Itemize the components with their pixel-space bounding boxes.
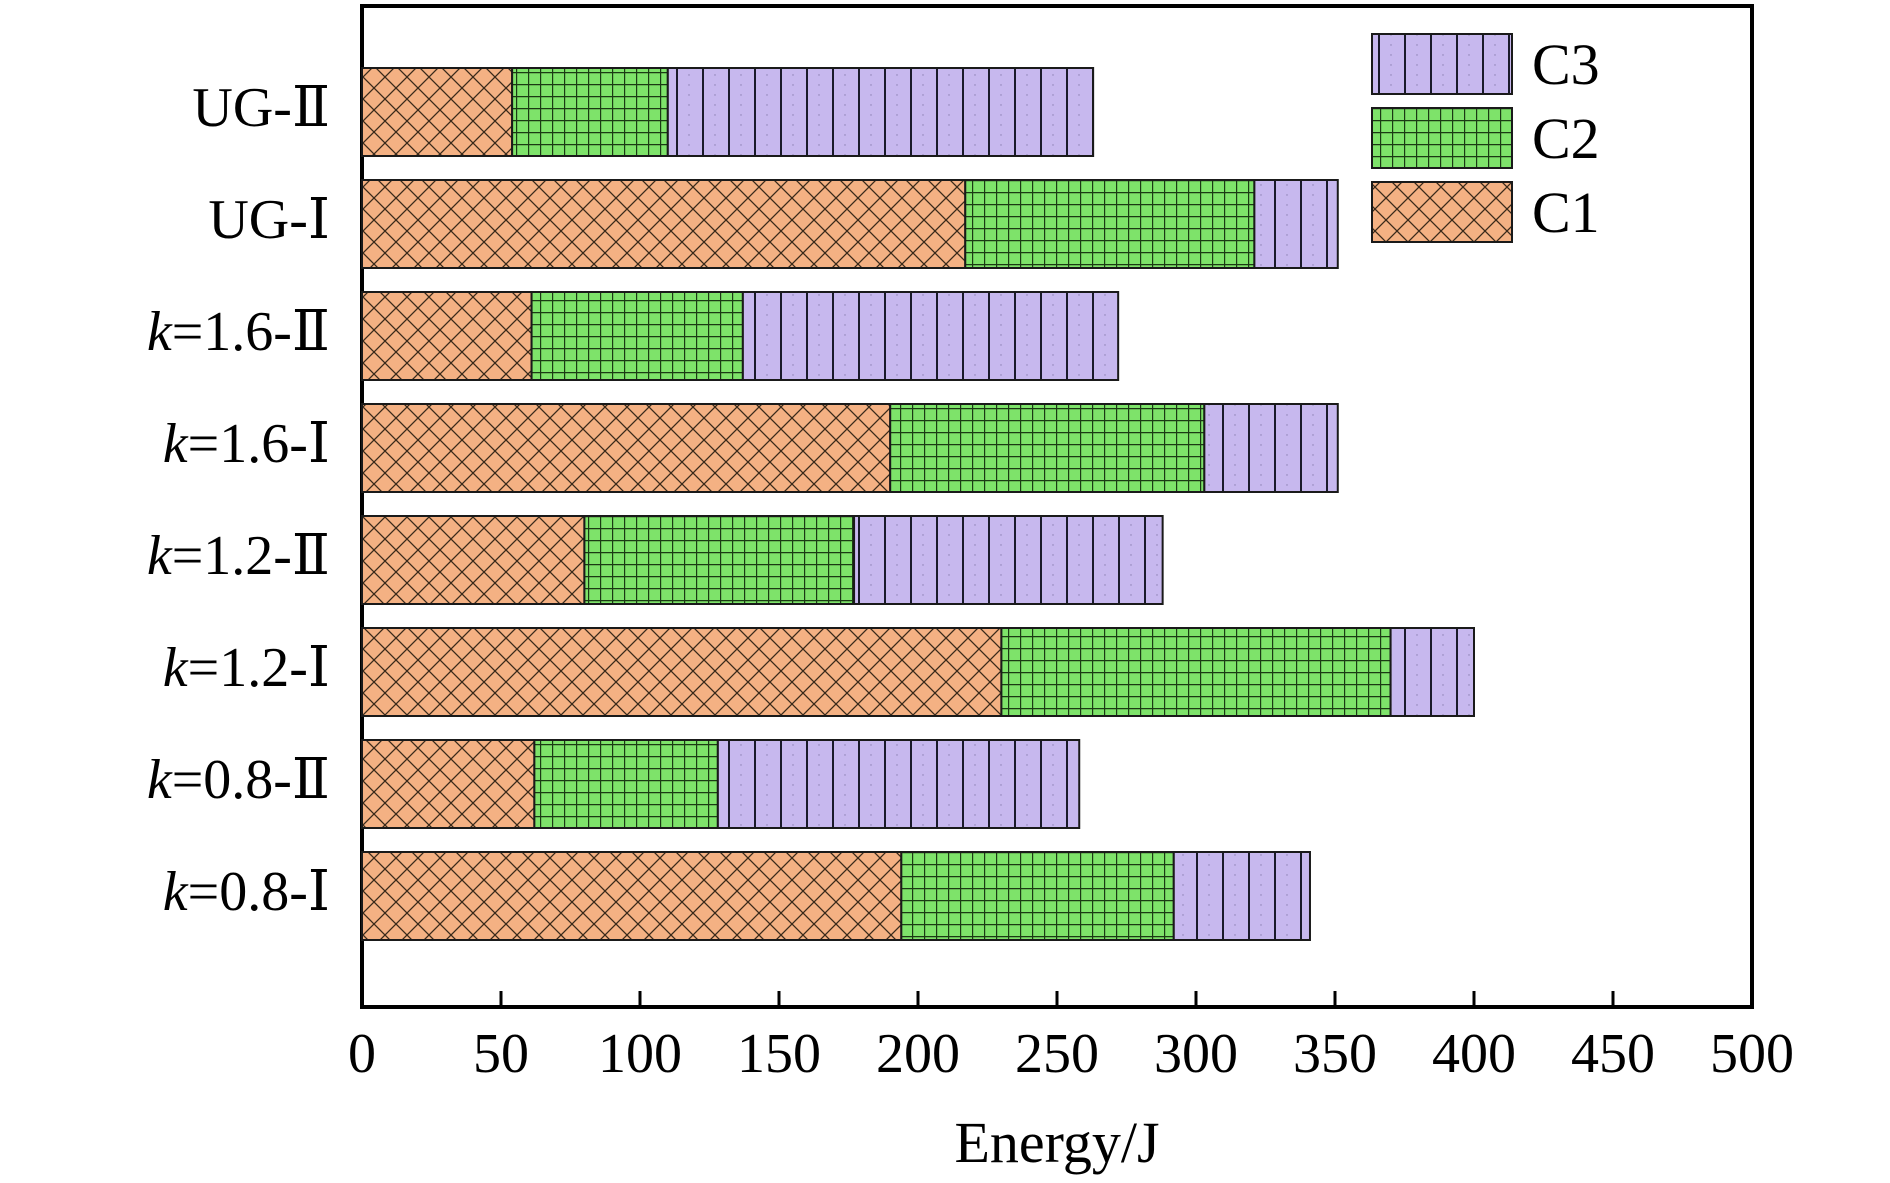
bar-segment-c2-5 (583, 515, 856, 605)
x-tick-label: 200 (876, 1023, 960, 1085)
x-axis-title: Energy/J (954, 1110, 1159, 1175)
legend-swatch-c2 (1371, 107, 1513, 169)
bar-segment-c1-1 (361, 67, 514, 157)
category-label: k=1.2-Ⅱ (147, 525, 330, 587)
bar-segment-c3-6 (1389, 627, 1475, 717)
x-tick-label: 300 (1154, 1023, 1238, 1085)
category-label: UG-Ⅱ (192, 77, 330, 139)
bar-segment-c3-4 (1203, 403, 1339, 493)
bar-segment-c1-4 (361, 403, 892, 493)
x-tick-label: 250 (1015, 1023, 1099, 1085)
bar-segment-c3-7 (716, 739, 1081, 829)
bar-segment-c1-6 (361, 627, 1003, 717)
x-tick-label: 50 (473, 1023, 529, 1085)
x-tick-label: 500 (1710, 1023, 1794, 1085)
x-tick-label: 0 (348, 1023, 376, 1085)
category-label: UG-Ⅰ (208, 189, 330, 251)
legend-swatch-c3 (1371, 33, 1513, 95)
bar-segment-c2-4 (889, 403, 1206, 493)
x-tick-label: 450 (1571, 1023, 1655, 1085)
bar-segment-c1-2 (361, 179, 967, 269)
bar-segment-c2-6 (1000, 627, 1392, 717)
category-label: k=0.8-Ⅱ (147, 749, 330, 811)
legend-label-c2: C2 (1532, 106, 1600, 171)
legend-swatch-c1 (1371, 181, 1513, 243)
x-tick-label: 400 (1432, 1023, 1516, 1085)
bar-segment-c3-1 (666, 67, 1095, 157)
category-label: k=1.6-Ⅰ (163, 413, 330, 475)
bar-segment-c2-1 (511, 67, 669, 157)
axes: UG-Ⅱ UG-Ⅰ k=1.6-Ⅱ k=1.6-Ⅰ k=1.2-Ⅱ k=1.2-Ⅰ k=0.… (147, 77, 1794, 1175)
legend-label-c3: C3 (1532, 32, 1600, 97)
bar-segment-c2-8 (900, 851, 1175, 941)
bar-segment-c1-3 (361, 291, 533, 381)
bar-segment-c1-8 (361, 851, 903, 941)
bar-segment-c2-2 (964, 179, 1256, 269)
bar-segment-c1-7 (361, 739, 536, 829)
bar-segment-c3-5 (853, 515, 1164, 605)
bars (361, 67, 1475, 941)
bar-segment-c2-7 (533, 739, 719, 829)
bar-segment-c3-8 (1172, 851, 1311, 941)
bar-segment-c3-3 (741, 291, 1120, 381)
bar-segment-c3-2 (1253, 179, 1339, 269)
x-tick-label: 100 (598, 1023, 682, 1085)
category-label: k=0.8-Ⅰ (163, 861, 330, 923)
bar-segment-c2-3 (530, 291, 744, 381)
legend-label-c1: C1 (1532, 180, 1600, 245)
x-tick-label: 350 (1293, 1023, 1377, 1085)
legend: C3 C2 C1 (1371, 32, 1600, 245)
x-tick-label: 150 (737, 1023, 821, 1085)
category-label: k=1.2-Ⅰ (163, 637, 330, 699)
bar-segment-c1-5 (361, 515, 586, 605)
category-label: k=1.6-Ⅱ (147, 301, 330, 363)
